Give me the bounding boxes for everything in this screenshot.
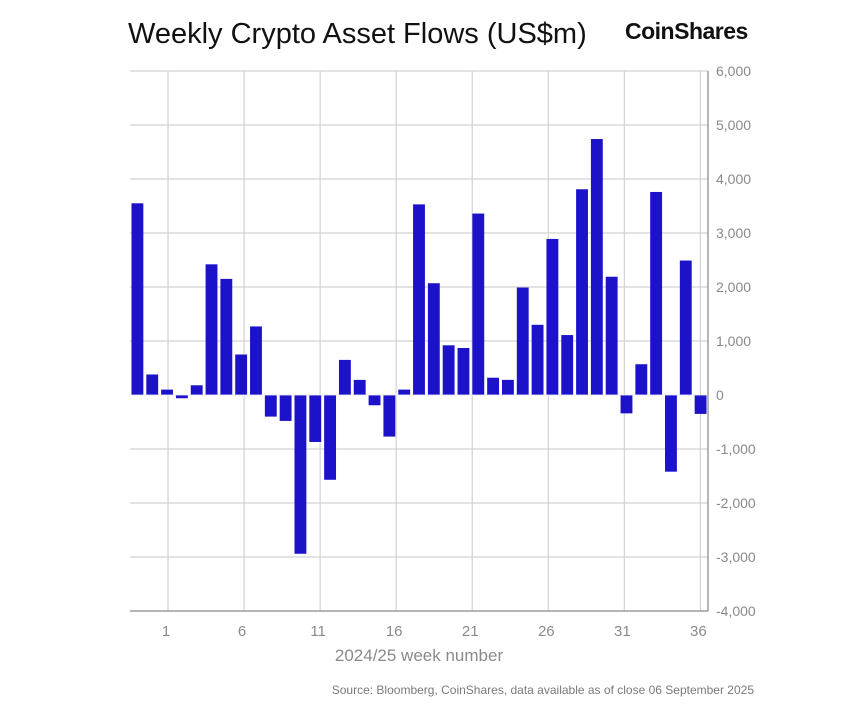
bar [250, 326, 262, 395]
bar [457, 348, 470, 395]
bar [694, 395, 707, 414]
bar [472, 213, 485, 395]
coinshares-logo: CoinShares [625, 18, 748, 44]
x-tick-label: 6 [238, 623, 246, 640]
x-tick-label: 11 [310, 623, 326, 640]
x-tick-label: 36 [690, 623, 707, 640]
bar [220, 278, 233, 395]
bar [561, 335, 574, 395]
bar [190, 385, 203, 395]
bar [516, 287, 529, 395]
x-tick-label: 1 [162, 623, 170, 640]
bar [605, 276, 618, 395]
bar [650, 191, 663, 395]
bar [590, 139, 603, 395]
y-tick-label: 2,000 [716, 279, 751, 295]
y-tick-label: -1,000 [716, 441, 756, 457]
bar [679, 260, 692, 395]
y-tick-label: 6,000 [716, 63, 751, 79]
tick-labels: 6,000 5,000 4,000 3,000 2,000 1,000 0 -1,000 -2,… [162, 63, 756, 640]
y-tick-label: -3,000 [716, 549, 756, 565]
bar [383, 395, 396, 437]
x-tick-label: 21 [462, 623, 479, 640]
x-tick-label: 31 [614, 623, 631, 640]
chart-title: Weekly Crypto Asset Flows (US$m) [128, 18, 587, 50]
bar [620, 395, 633, 414]
y-tick-label: -2,000 [716, 495, 756, 511]
bar [279, 395, 292, 421]
bar [635, 364, 648, 395]
x-tick-label: 16 [386, 623, 403, 640]
y-tick-label: 5,000 [716, 117, 751, 133]
bar [324, 395, 337, 480]
bar [309, 395, 322, 442]
y-tick-label: 3,000 [716, 225, 751, 241]
bar [264, 395, 277, 417]
bar [546, 238, 559, 395]
axes [130, 71, 709, 612]
bar [398, 389, 411, 395]
bar [442, 345, 455, 395]
x-tick-label: 26 [538, 623, 555, 640]
bar [146, 374, 159, 395]
bar [294, 395, 307, 554]
bar [235, 354, 248, 395]
bar [413, 204, 425, 395]
bar [131, 203, 144, 395]
bar [531, 324, 544, 395]
bar [665, 395, 677, 472]
bar [161, 389, 173, 395]
bar [353, 379, 366, 395]
y-tick-label: 0 [716, 387, 724, 403]
bar [205, 264, 218, 395]
bar [175, 395, 188, 399]
source-note: Source: Bloomberg, CoinShares, data avai… [331, 683, 754, 697]
x-axis-label: 2024/25 week number [334, 646, 504, 665]
y-tick-label: -4,000 [716, 603, 756, 619]
bar [576, 189, 588, 395]
bar [427, 283, 440, 395]
y-tick-label: 1,000 [716, 333, 751, 349]
bar [487, 377, 500, 395]
bar [338, 359, 351, 395]
y-tick-label: 4,000 [716, 171, 751, 187]
bar [368, 395, 381, 406]
bar [501, 379, 514, 395]
bars [131, 139, 707, 554]
